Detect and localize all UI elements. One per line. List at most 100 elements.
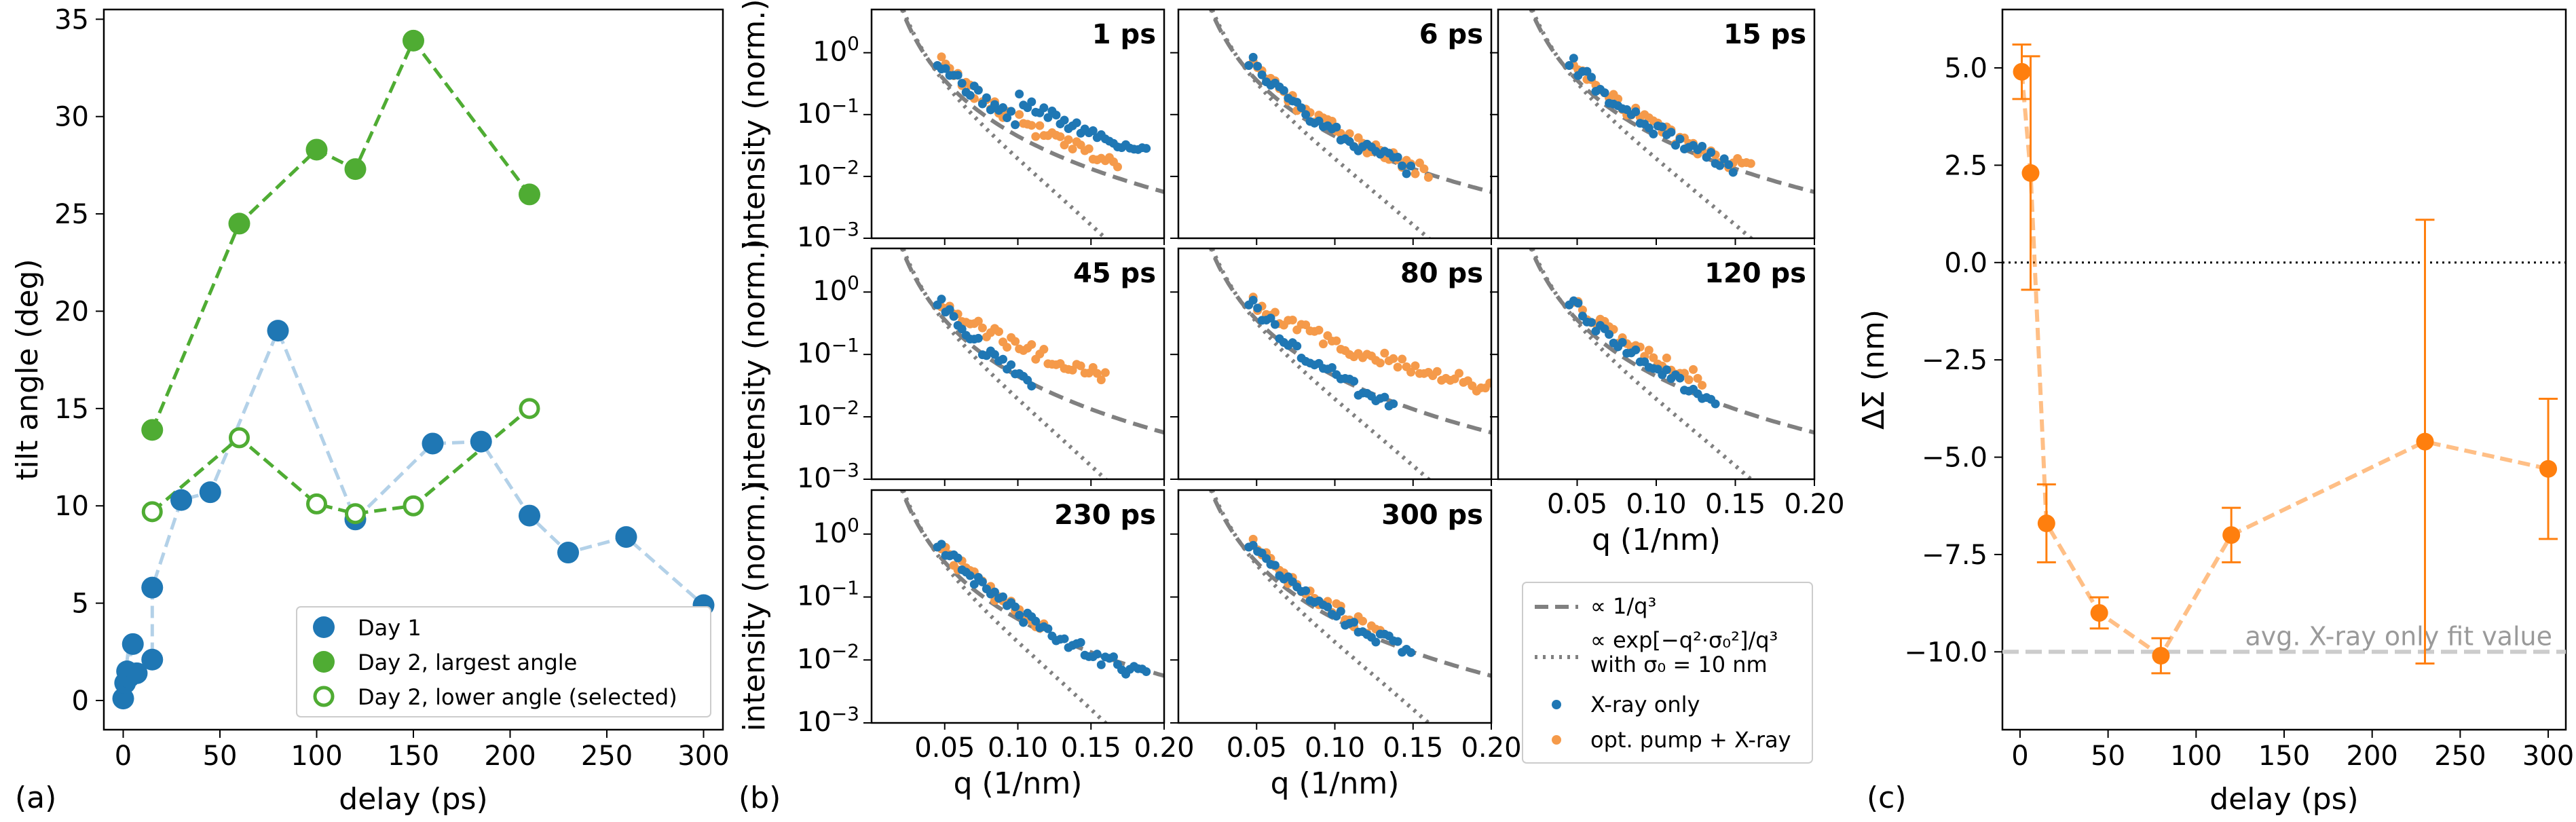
data-point-pump [1035,121,1045,130]
subplot-45-ps: 45 ps 100 10−1 10−2 10−3 intensity (norm.) [737,239,1165,494]
x-axis-label: q (1/nm) [1271,766,1400,801]
data-point-pump [1332,336,1341,345]
data-point-pump [1380,348,1389,358]
y-tick-label: 5.0 [1944,53,1987,84]
data-point-xray [1323,602,1332,612]
data-point [344,158,367,181]
subplot-80-ps: 80 ps [1170,247,1493,486]
y-tick-label: 10−2 [797,156,859,191]
data-point-pump [1100,368,1110,377]
data-point [122,633,144,655]
subplot-1-ps: 1 ps 100 10−1 10−2 10−3 intensity (norm.) [737,0,1165,253]
y-tick-label: 30 [54,102,89,133]
data-point [199,481,221,504]
subplot-clip-area [899,10,1164,238]
data-point-pump [1092,369,1102,378]
data-point [2152,647,2170,665]
data-point-xray [982,93,991,102]
data-point-pump [1011,337,1020,346]
data-point-pump [1015,110,1024,119]
x-tick-label: 150 [388,741,439,772]
data-point-xray [1728,168,1738,177]
data-point-xray [1675,134,1685,144]
data-point [126,662,148,684]
legend-label: ∝ 1/q³ [1590,593,1656,619]
y-tick-label: 20 [54,296,89,327]
data-point-pump [1746,159,1755,168]
data-point-xray [1142,144,1151,153]
data-point [519,398,540,419]
data-point-pump [1423,172,1433,182]
data-point-xray [937,540,946,549]
y-tick-label: −10.0 [1904,637,1987,668]
data-point-pump [1662,353,1671,362]
data-point-pump [1689,365,1698,374]
panel-label-c: (c) [1867,781,1907,815]
x-tick-label: 0.05 [914,732,975,764]
reference-curve-gaussian [1210,490,1432,723]
y-tick-label: 100 [813,33,859,68]
data-point-xray [1266,314,1275,323]
data-point-pump [1301,320,1311,330]
data-point-xray [1332,122,1341,132]
data-point-xray [937,295,946,304]
data-point-pump [1076,361,1085,371]
data-point-xray [1600,88,1609,98]
data-point-xray [1003,113,1012,123]
data-point-pump [1389,354,1398,363]
data-point-xray [1380,392,1389,402]
data-point-xray [1060,634,1069,643]
panel-b-intensity-grid: 1 ps 100 10−1 10−2 10−3 intensity (norm.) 6 ps… [737,0,1845,801]
legend-marker [313,686,335,707]
data-point-xray [1301,110,1311,119]
x-tick-label: 200 [2347,741,2398,772]
data-point-xray [1257,70,1267,79]
data-point-pump [1113,162,1122,172]
legend-label: ∝ exp[−q²·σ₀²]/q³ [1590,627,1778,653]
data-point-xray [1088,126,1098,136]
data-point-xray [1072,118,1081,128]
x-tick-label: 50 [203,741,238,772]
reference-curve-gaussian [1530,248,1755,479]
reference-curve-gaussian [1210,248,1432,479]
data-point [229,427,250,449]
data-point-pump [1419,164,1429,174]
data-point-pump [1003,343,1012,352]
data-point-xray [1605,330,1614,339]
data-point [422,432,444,455]
data-point-xray [1027,97,1037,107]
data-point [267,320,289,342]
subplot-title: 15 ps [1723,19,1806,50]
x-tick-label: 0.15 [1705,489,1766,520]
data-point-xray [977,577,987,586]
data-point-xray [1406,648,1416,657]
data-point-xray [1398,161,1407,170]
data-point-xray [1092,650,1102,659]
subplot-title: 1 ps [1092,19,1156,50]
data-point [2090,603,2108,622]
x-tick-label: 0 [115,741,132,772]
legend-label: Day 2, largest angle [358,650,577,675]
subplot-title: 230 ps [1054,500,1156,531]
y-axis-label: intensity (norm.) [737,481,772,731]
data-point [2037,515,2055,533]
data-point-pump [1288,315,1297,324]
subplot-clip-area [1208,10,1491,238]
data-point-pump [1068,145,1077,154]
data-point-pump [1027,121,1037,130]
x-tick-label: 0.10 [988,732,1048,764]
data-point-pump [1644,345,1654,355]
panel-label-b: (b) [739,781,781,815]
x-axis-label: delay (ps) [2209,782,2358,817]
data-point-xray [1031,616,1041,626]
y-tick-label: 0 [72,686,89,717]
x-tick-label: 150 [2258,741,2310,772]
y-tick-label: 10−3 [797,459,859,494]
data-point-pump [1027,340,1037,350]
y-tick-label: 10−1 [797,334,859,369]
data-point-pump [1318,339,1328,349]
x-tick-label: 100 [2170,741,2222,772]
data-point-xray [1279,86,1288,95]
y-tick-label: 10−3 [797,218,859,253]
